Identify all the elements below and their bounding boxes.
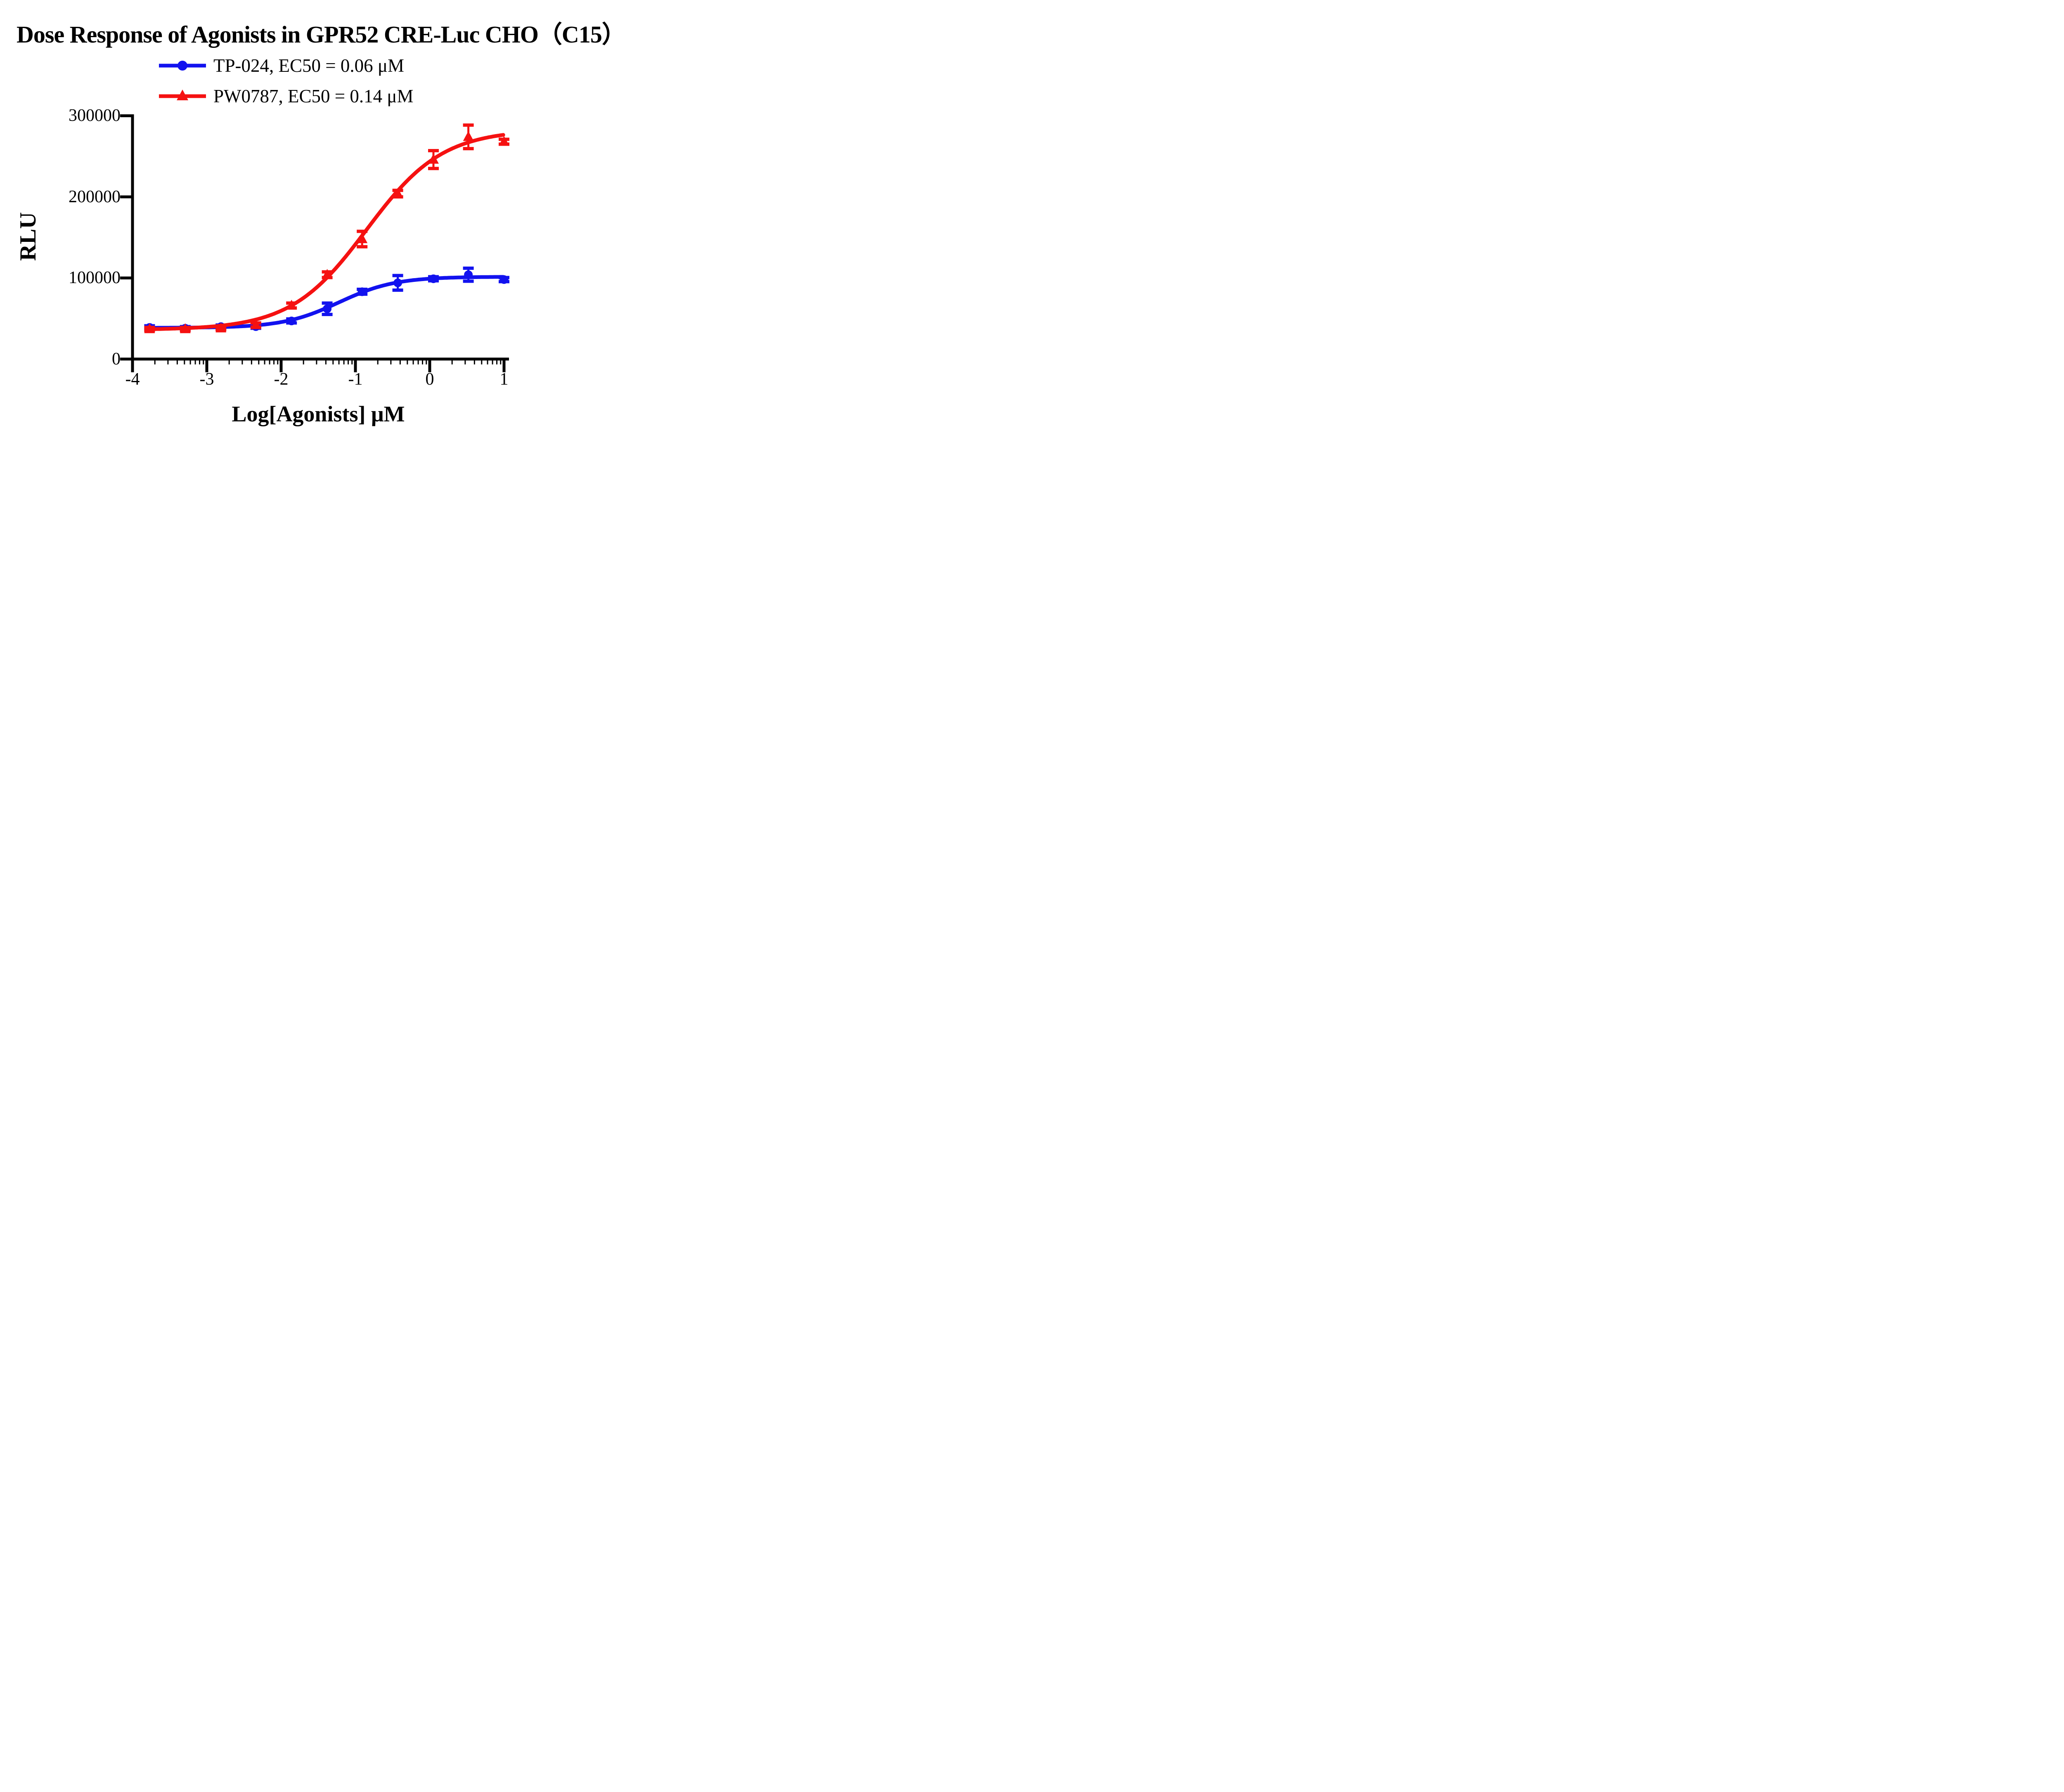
data-point-tp-024: [323, 304, 332, 313]
x-axis-title: Log[Agonists] μM: [232, 402, 405, 426]
x-tick-label-neg3: -3: [199, 370, 214, 389]
dose-response-figure: Dose Response of Agonists in GPR52 CRE-L…: [0, 0, 641, 448]
data-point-pw0787: [180, 323, 191, 333]
data-point-tp-024: [393, 278, 402, 287]
data-point-pw0787: [428, 154, 439, 164]
data-point-tp-024: [357, 287, 367, 296]
x-tick-label-0: 0: [425, 370, 434, 389]
y-tick-label-300000: 300000: [69, 106, 121, 125]
chart-canvas: [120, 114, 509, 372]
legend: TP-024, EC50 = 0.06 μM PW0787, EC50 = 0.…: [158, 55, 414, 116]
y-tick-label-200000: 200000: [69, 187, 121, 206]
data-point-pw0787: [392, 188, 403, 198]
x-tick-label-neg2: -2: [274, 370, 289, 389]
legend-entry-tp024: TP-024, EC50 = 0.06 μM: [158, 55, 414, 76]
data-point-pw0787: [357, 233, 368, 244]
x-tick-label-neg4: -4: [125, 370, 140, 389]
x-tick-label-neg1: -1: [348, 370, 363, 389]
curve-pw0787: [147, 133, 505, 331]
data-point-pw0787: [499, 136, 509, 146]
data-point-pw0787: [322, 269, 333, 279]
data-point-tp-024: [429, 274, 438, 283]
data-point-pw0787: [215, 322, 227, 333]
data-point-pw0787: [144, 323, 155, 333]
data-point-pw0787: [250, 319, 261, 329]
y-tick-label-100000: 100000: [69, 268, 121, 287]
chart-title: Dose Response of Agonists in GPR52 CRE-L…: [17, 21, 626, 48]
legend-label-pw0787: PW0787, EC50 = 0.14 μM: [213, 86, 414, 106]
legend-marker-triangle-icon: [159, 90, 206, 100]
data-point-tp-024: [499, 275, 509, 284]
x-tick-label-1: 1: [499, 370, 509, 389]
data-point-tp-024: [464, 270, 473, 279]
legend-label-tp024: TP-024, EC50 = 0.06 μM: [213, 55, 405, 76]
data-point-pw0787: [463, 131, 474, 141]
legend-entry-pw0787: PW0787, EC50 = 0.14 μM: [158, 86, 414, 106]
data-point-pw0787: [286, 300, 297, 310]
data-point-tp-024: [287, 317, 296, 326]
legend-marker-circle-icon: [159, 61, 206, 71]
y-tick-label-0: 0: [112, 350, 121, 369]
